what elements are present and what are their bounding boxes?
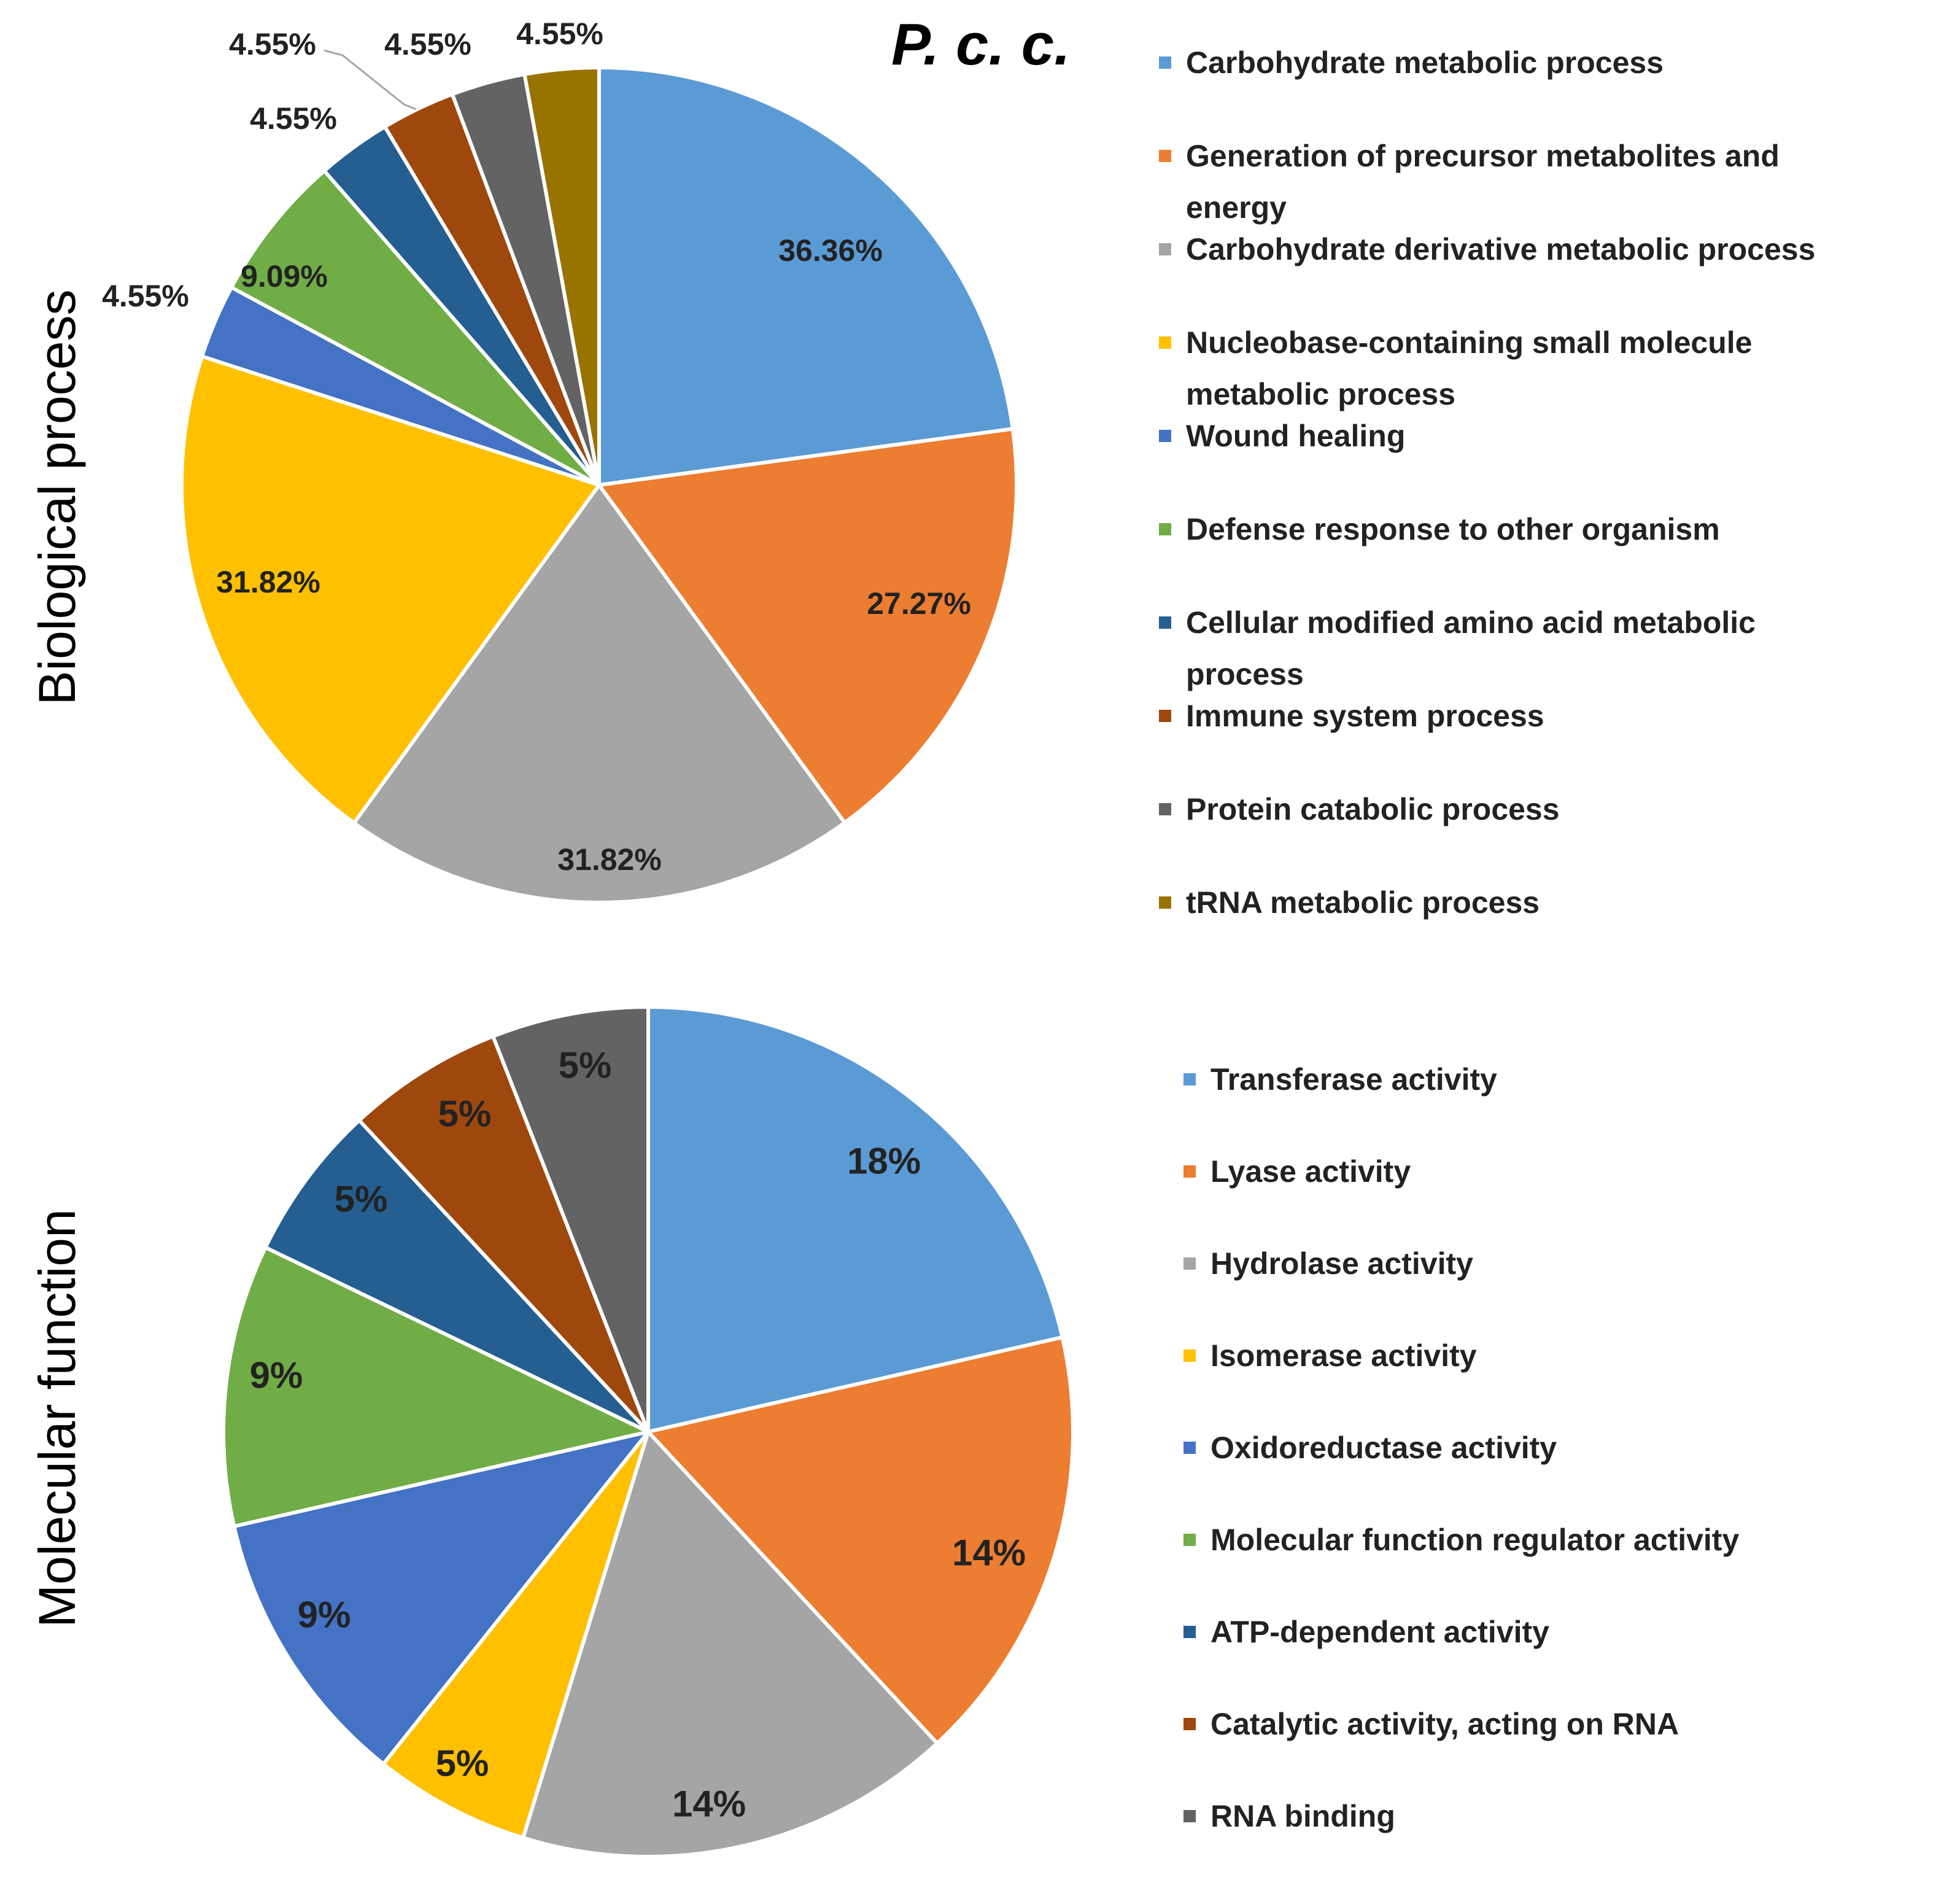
legend-label: Oxidoreductase activity xyxy=(1210,1431,1557,1465)
legend-item-lyase-activity: Lyase activity xyxy=(1183,1154,1411,1189)
legend-swatch xyxy=(1159,896,1171,909)
legend-label: Isomerase activity xyxy=(1210,1338,1477,1373)
data-label-catalytic-activity-acting-on-rna: 5% xyxy=(438,1093,492,1135)
legend-item-isomerase-activity: Isomerase activity xyxy=(1183,1338,1477,1373)
slice-rna-binding xyxy=(491,1005,650,1434)
legend-label: Carbohydrate derivative metabolic proces… xyxy=(1186,232,1815,266)
legend-label: RNA binding xyxy=(1210,1799,1395,1833)
slice-generation-of-precursor-metabolites-and-energy xyxy=(597,427,1018,825)
biological-process-chart: 36.36% 27.27% 31.82% 31.82% 4.55% 9.09% 4.55% 4… xyxy=(28,17,1815,920)
legend-item-generation-of-precursor-metabolites-and-energy: Generation of precursor metabolites and e… xyxy=(1159,139,1780,225)
data-label-nucleobase-containing-small-molecule-metabolic-process: 31.82% xyxy=(216,565,320,599)
legend-label: Molecular function regulator activity xyxy=(1210,1523,1739,1557)
legend-swatch xyxy=(1159,336,1171,349)
legend-item-rna-binding: RNA binding xyxy=(1183,1799,1395,1833)
legend-item-wound-healing: Wound healing xyxy=(1159,419,1405,453)
legend-item-atp-dependent-activity: ATP-dependent activity xyxy=(1183,1615,1549,1649)
data-label-carbohydrate-derivative-metabolic-process: 31.82% xyxy=(557,842,662,877)
slice-lyase-activity xyxy=(646,1335,1075,1746)
slice-molecular-function-regulator-activity xyxy=(222,1245,650,1528)
legend-swatch xyxy=(1159,803,1171,815)
legend-item-cellular-modified-amino-acid-metabolic-process: Cellular modified amino acid metabolic pr… xyxy=(1159,605,1756,691)
data-label-protein-catabolic-process: 4.55% xyxy=(229,27,316,61)
legend-label: Catalytic activity, acting on RNA xyxy=(1210,1707,1679,1741)
slice-transferase-activity xyxy=(646,1005,1064,1434)
legend-swatch xyxy=(1159,56,1171,69)
legend-item-oxidoreductase-activity: Oxidoreductase activity xyxy=(1183,1431,1557,1465)
legend-swatch xyxy=(1159,523,1171,535)
slice-carbohydrate-derivative-metabolic-process xyxy=(352,483,846,904)
data-label-cellular-modified-amino-acid-metabolic-process: 4.55% xyxy=(250,101,337,136)
legend-label: Protein catabolic process xyxy=(1186,792,1560,826)
slice-trna-metabolic-process xyxy=(522,66,601,487)
legend-swatch xyxy=(1183,1165,1196,1178)
slice-atp-dependent-activity xyxy=(263,1118,650,1434)
legend-label: Wound healing xyxy=(1186,419,1405,453)
legend-swatch xyxy=(1183,1718,1196,1730)
data-label-defense-response-to-other-organism: 9.09% xyxy=(241,259,328,293)
legend-swatch xyxy=(1159,616,1171,629)
legend-swatch xyxy=(1159,710,1171,722)
legend-item-carbohydrate-metabolic-process: Carbohydrate metabolic process xyxy=(1159,45,1664,80)
legend-label: Generation of precursor metabolites and e… xyxy=(1186,139,1780,225)
legend-label: Hydrolase activity xyxy=(1210,1246,1473,1281)
legend-item-immune-system-process: Immune system process xyxy=(1159,699,1544,733)
legend-label: Cellular modified amino acid metabolic pr… xyxy=(1186,605,1756,691)
legend-label: Nucleobase-containing small molecule meta… xyxy=(1186,325,1752,411)
legend-swatch xyxy=(1183,1810,1196,1822)
legend-item-carbohydrate-derivative-metabolic-process: Carbohydrate derivative metabolic proces… xyxy=(1159,232,1815,266)
legend-swatch xyxy=(1159,150,1171,162)
data-label-transferase-activity: 18% xyxy=(847,1141,921,1182)
legend-item-protein-catabolic-process: Protein catabolic process xyxy=(1159,792,1560,826)
legend-item-nucleobase-containing-small-molecule-metabolic-process: Nucleobase-containing small molecule meta… xyxy=(1159,325,1752,411)
legend-swatch xyxy=(1183,1626,1196,1638)
data-label-immune-system-process: 4.55% xyxy=(384,27,471,61)
legend-item-molecular-function-regulator-activity: Molecular function regulator activity xyxy=(1183,1523,1739,1557)
legend-label: Immune system process xyxy=(1186,699,1544,733)
legend-swatch xyxy=(1183,1073,1196,1086)
slice-oxidoreductase-activity xyxy=(232,1430,650,1766)
data-label-generation-of-precursor-metabolites-and-energy: 27.27% xyxy=(867,586,971,621)
slice-nucleobase-containing-small-molecule-metabolic-process xyxy=(179,354,601,825)
legend-item-trna-metabolic-process: tRNA metabolic process xyxy=(1159,885,1540,920)
legend-item-hydrolase-activity: Hydrolase activity xyxy=(1183,1246,1473,1281)
legend-item-catalytic-activity-acting-on-rna: Catalytic activity, acting on RNA xyxy=(1183,1707,1679,1741)
legend-swatch xyxy=(1183,1442,1196,1454)
data-label-hydrolase-activity: 14% xyxy=(672,1784,746,1825)
legend-item-defense-response-to-other-organism: Defense response to other organism xyxy=(1159,512,1720,546)
data-label-atp-dependent-activity: 5% xyxy=(335,1179,388,1220)
legend-swatch xyxy=(1183,1350,1196,1362)
legend-swatch xyxy=(1159,430,1171,442)
legend-label: tRNA metabolic process xyxy=(1186,885,1540,920)
slice-catalytic-activity-acting-on-rna xyxy=(357,1034,650,1434)
slice-defense-response-to-other-organism xyxy=(230,169,601,487)
slice-hydrolase-activity xyxy=(521,1430,939,1859)
legend-swatch xyxy=(1183,1257,1196,1270)
data-label-wound-healing: 4.55% xyxy=(102,279,189,313)
data-label-trna-metabolic-process: 4.55% xyxy=(516,17,603,51)
slice-isomerase-activity xyxy=(381,1430,650,1840)
data-label-oxidoreductase-activity: 9% xyxy=(298,1595,351,1636)
data-label-carbohydrate-metabolic-process: 36.36% xyxy=(778,233,883,268)
leader-line xyxy=(323,49,417,111)
legend-item-transferase-activity: Transferase activity xyxy=(1183,1062,1497,1097)
data-label-isomerase-activity: 5% xyxy=(436,1743,489,1784)
y-axis-label: Molecular function xyxy=(28,1209,86,1628)
legend-label: Transferase activity xyxy=(1210,1062,1497,1097)
data-label-rna-binding: 5% xyxy=(559,1045,612,1086)
data-label-molecular-function-regulator-activity: 9% xyxy=(250,1355,303,1396)
figure-title: P. c. c. xyxy=(891,12,1071,77)
y-axis-label: Biological process xyxy=(28,289,86,705)
molecular-function-chart: 18% 14% 14% 5% 9% 9% 5% 5% 5% Molecular function T… xyxy=(28,1005,1739,1859)
legend-swatch xyxy=(1159,243,1171,255)
data-label-lyase-activity: 14% xyxy=(952,1532,1026,1574)
slice-carbohydrate-metabolic-process xyxy=(597,66,1015,487)
legend-label: ATP-dependent activity xyxy=(1210,1615,1549,1649)
legend-label: Defense response to other organism xyxy=(1186,512,1720,546)
legend-label: Lyase activity xyxy=(1210,1154,1411,1189)
legend-label: Carbohydrate metabolic process xyxy=(1186,45,1664,80)
legend-swatch xyxy=(1183,1534,1196,1546)
